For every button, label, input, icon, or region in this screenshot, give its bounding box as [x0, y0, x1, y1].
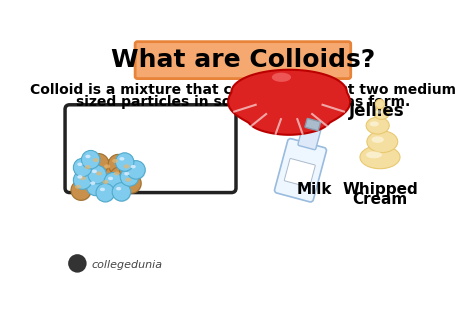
Ellipse shape: [108, 154, 128, 175]
FancyBboxPatch shape: [298, 124, 321, 150]
Ellipse shape: [105, 173, 123, 192]
Ellipse shape: [89, 166, 107, 185]
Ellipse shape: [114, 171, 120, 175]
Text: Milk: Milk: [297, 182, 332, 197]
Ellipse shape: [72, 181, 92, 201]
Ellipse shape: [77, 163, 82, 166]
Ellipse shape: [102, 180, 109, 184]
Text: collegedunia: collegedunia: [91, 260, 163, 270]
Ellipse shape: [74, 159, 92, 178]
Ellipse shape: [100, 188, 105, 191]
Ellipse shape: [112, 183, 131, 201]
Ellipse shape: [82, 151, 100, 169]
FancyBboxPatch shape: [305, 118, 320, 131]
Ellipse shape: [370, 121, 379, 126]
Ellipse shape: [120, 161, 140, 181]
Ellipse shape: [375, 100, 384, 109]
Text: Jellies: Jellies: [349, 102, 405, 120]
Ellipse shape: [120, 168, 139, 186]
Ellipse shape: [374, 107, 389, 119]
Ellipse shape: [74, 172, 92, 190]
Ellipse shape: [99, 176, 119, 196]
Ellipse shape: [376, 110, 383, 114]
Ellipse shape: [366, 117, 389, 134]
Ellipse shape: [109, 155, 129, 175]
Ellipse shape: [80, 176, 86, 180]
Ellipse shape: [124, 164, 129, 169]
FancyBboxPatch shape: [274, 139, 327, 202]
Ellipse shape: [96, 183, 115, 202]
Ellipse shape: [97, 184, 115, 203]
Ellipse shape: [116, 187, 121, 190]
Ellipse shape: [85, 155, 91, 158]
Ellipse shape: [71, 180, 91, 200]
Ellipse shape: [73, 171, 92, 189]
Ellipse shape: [82, 151, 100, 170]
Text: Cream: Cream: [352, 192, 408, 207]
Ellipse shape: [367, 131, 398, 152]
Ellipse shape: [76, 172, 96, 192]
Ellipse shape: [128, 161, 146, 180]
Ellipse shape: [73, 158, 92, 177]
Ellipse shape: [121, 173, 141, 193]
Ellipse shape: [89, 154, 109, 174]
Ellipse shape: [119, 160, 139, 180]
Ellipse shape: [75, 185, 81, 189]
Ellipse shape: [87, 178, 106, 196]
Ellipse shape: [81, 161, 100, 181]
FancyBboxPatch shape: [284, 158, 315, 187]
Polygon shape: [228, 70, 350, 135]
Ellipse shape: [372, 136, 384, 143]
Ellipse shape: [121, 169, 139, 187]
Ellipse shape: [85, 165, 91, 169]
Ellipse shape: [90, 181, 95, 185]
Ellipse shape: [101, 161, 121, 181]
Text: Colloid is a mixture that contains at least two medium: Colloid is a mixture that contains at le…: [30, 83, 456, 97]
Ellipse shape: [110, 168, 130, 188]
FancyBboxPatch shape: [65, 105, 236, 192]
Ellipse shape: [77, 175, 82, 179]
Ellipse shape: [108, 177, 113, 180]
Ellipse shape: [131, 165, 136, 169]
Ellipse shape: [104, 172, 123, 191]
Ellipse shape: [124, 172, 129, 175]
Ellipse shape: [127, 161, 145, 179]
Ellipse shape: [92, 167, 112, 187]
Ellipse shape: [113, 183, 131, 202]
Ellipse shape: [104, 164, 110, 169]
Ellipse shape: [99, 175, 118, 196]
Ellipse shape: [116, 153, 135, 172]
Ellipse shape: [82, 161, 101, 181]
Ellipse shape: [110, 167, 130, 187]
Ellipse shape: [360, 146, 400, 169]
Ellipse shape: [100, 160, 120, 180]
Ellipse shape: [77, 172, 97, 192]
Ellipse shape: [115, 153, 134, 171]
Ellipse shape: [125, 178, 131, 182]
Ellipse shape: [88, 165, 106, 184]
Ellipse shape: [122, 174, 142, 194]
Ellipse shape: [93, 168, 113, 188]
Ellipse shape: [119, 157, 124, 161]
Ellipse shape: [86, 177, 105, 196]
FancyBboxPatch shape: [135, 42, 351, 79]
Ellipse shape: [112, 159, 118, 163]
Text: Whipped: Whipped: [342, 182, 418, 197]
Ellipse shape: [96, 171, 102, 175]
Ellipse shape: [93, 158, 99, 162]
Ellipse shape: [272, 73, 291, 82]
Circle shape: [68, 254, 87, 273]
Text: sized particles in solid, liquid, or gas form.: sized particles in solid, liquid, or gas…: [76, 95, 410, 109]
Ellipse shape: [366, 152, 382, 158]
Ellipse shape: [90, 154, 109, 175]
Text: What are Colloids?: What are Colloids?: [111, 48, 375, 72]
Ellipse shape: [92, 169, 97, 173]
